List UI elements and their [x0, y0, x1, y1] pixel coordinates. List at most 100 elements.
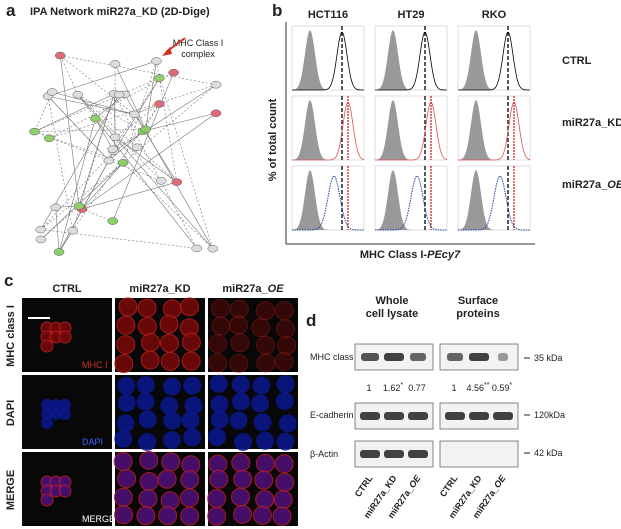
band — [384, 353, 404, 361]
edge — [59, 55, 80, 207]
column-header: CTRL — [52, 283, 82, 295]
quantification: 0.77 — [408, 383, 426, 393]
isotype-histogram — [292, 170, 364, 230]
node — [73, 202, 85, 210]
edge — [122, 162, 214, 249]
cell — [58, 484, 72, 498]
band — [384, 450, 404, 458]
edge — [55, 207, 60, 253]
quantification: 1 — [366, 383, 371, 393]
cell — [252, 376, 271, 395]
node — [154, 100, 165, 108]
cell — [117, 469, 137, 489]
node — [43, 134, 55, 143]
quantification: 1 — [451, 383, 456, 393]
cell — [140, 350, 160, 370]
lane-label: CTRL — [353, 473, 375, 499]
cell — [255, 301, 275, 321]
cell — [276, 319, 296, 339]
cell — [210, 395, 229, 414]
quantification: 0.59* — [492, 382, 513, 393]
quant-value: 1 — [366, 383, 371, 393]
cell — [136, 392, 155, 411]
band — [360, 450, 380, 458]
edge — [34, 91, 53, 132]
x-label-part: PEcy7 — [427, 249, 461, 261]
edge — [47, 96, 110, 161]
row-label: MERGE — [5, 470, 17, 510]
node — [210, 80, 222, 89]
image-label: MHC I — [82, 360, 108, 370]
lane-label: CTRL — [438, 473, 460, 499]
cell — [159, 314, 179, 334]
cell — [140, 333, 160, 353]
edge — [58, 151, 114, 253]
annotation: complex — [181, 49, 215, 59]
kda-label: 35 kDa — [534, 353, 563, 363]
panel-b: b HCT116 HT29 RKO CTRL miR27a_KD miR27a_… — [267, 1, 621, 261]
edge — [77, 94, 144, 132]
edge — [34, 77, 160, 132]
cell — [229, 299, 249, 319]
edge — [114, 63, 146, 130]
column-header: RKO — [482, 9, 507, 21]
cell — [229, 354, 249, 374]
cell — [117, 393, 136, 412]
cell — [137, 317, 157, 337]
group-header: proteins — [456, 308, 499, 320]
panel-label: c — [4, 271, 13, 290]
panel-a: a IPA Network miR27a_KD (2D-Dige) MHC Cl… — [6, 1, 223, 256]
panel-d: d Whole cell lysate Surface proteins MHC… — [306, 295, 565, 520]
ctrl-curve — [375, 31, 447, 91]
edge — [134, 114, 178, 183]
cell — [255, 489, 275, 509]
cell — [256, 353, 276, 373]
group-header: Whole — [376, 295, 409, 307]
cell — [211, 316, 231, 336]
cell — [209, 469, 229, 489]
edge — [81, 112, 217, 210]
micrograph — [208, 298, 298, 372]
edge — [40, 205, 80, 240]
cell — [208, 428, 227, 447]
node — [154, 74, 165, 82]
node — [140, 125, 151, 134]
edge — [48, 60, 157, 97]
row-label: β-Actin — [310, 449, 338, 459]
band — [493, 412, 513, 420]
column-header: HT29 — [398, 9, 425, 21]
edge — [114, 103, 160, 138]
node — [90, 114, 101, 123]
cell — [138, 410, 157, 429]
isotype-histogram — [375, 30, 447, 90]
significance: ** — [484, 382, 490, 389]
cell — [183, 376, 202, 395]
cell — [160, 396, 179, 415]
edge — [40, 162, 124, 240]
cell — [59, 408, 71, 420]
cell — [158, 506, 178, 526]
cell — [50, 408, 62, 420]
band — [408, 450, 428, 458]
row-label-part: miR27a_ — [562, 179, 608, 191]
node — [29, 127, 40, 136]
cell — [208, 334, 228, 354]
node — [155, 177, 167, 185]
cell — [274, 352, 294, 372]
node — [151, 57, 162, 65]
node — [54, 51, 66, 60]
cell — [117, 376, 136, 395]
band — [445, 412, 465, 420]
cell — [233, 504, 253, 524]
edge — [34, 129, 146, 132]
cell — [40, 493, 54, 507]
edge — [58, 118, 96, 253]
edge — [77, 94, 214, 249]
cell — [277, 336, 297, 356]
ctrl-curve — [458, 31, 530, 91]
edge — [112, 129, 146, 150]
edge — [112, 72, 174, 222]
cell — [181, 332, 201, 352]
y-axis-label: % of total count — [267, 98, 279, 181]
cell — [116, 335, 136, 355]
